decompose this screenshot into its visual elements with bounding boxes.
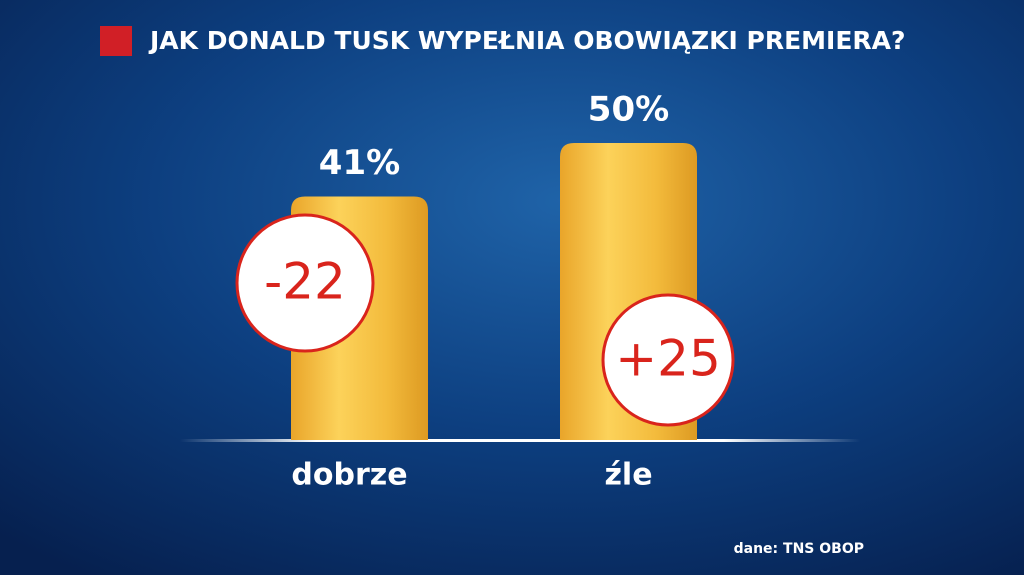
change-badge: [601, 293, 735, 427]
x-tick-label: źle: [604, 458, 652, 493]
title-marker: [100, 26, 132, 56]
change-label: -22: [264, 253, 346, 311]
baseline: [180, 439, 860, 442]
change-badge: [235, 213, 375, 353]
x-tick-label: dobrze: [291, 458, 407, 493]
source: dane: TNS OBOP: [734, 541, 864, 557]
value-label: 41%: [319, 143, 400, 183]
chart-title: JAK DONALD TUSK WYPEŁNIA OBOWIĄZKI PREMI…: [148, 26, 906, 55]
change-label: +25: [615, 330, 721, 388]
value-label: 50%: [588, 90, 669, 130]
